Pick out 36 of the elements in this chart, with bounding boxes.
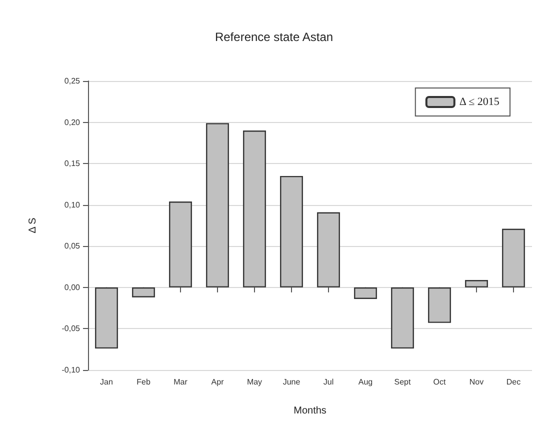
y-tick-label: -0,10 [62, 366, 81, 374]
x-tick-label: Sept [394, 378, 412, 386]
x-tick-label: Nov [469, 378, 484, 386]
bar [243, 130, 266, 288]
bar [95, 287, 118, 349]
bar [391, 287, 414, 349]
y-tick-label: -0,05 [62, 324, 81, 334]
bar [465, 280, 488, 288]
x-tick-label: Aug [358, 378, 373, 386]
bar [169, 202, 192, 288]
legend-label: Δ ≤ 2015 [459, 96, 500, 108]
bar [354, 287, 377, 299]
x-tick-label: Oct [433, 378, 446, 386]
x-tick-label: Mar [174, 378, 188, 386]
bar [206, 123, 229, 288]
x-tick-label: Feb [136, 378, 151, 386]
x-tick-label: June [282, 378, 301, 386]
y-tick-label: 0,10 [64, 200, 81, 210]
chart-title: Reference state Astan [214, 30, 334, 44]
bar [317, 212, 340, 288]
x-axis-title: Months [294, 406, 326, 416]
x-tick-label: Jul [323, 378, 334, 386]
y-tick-label: 0,15 [64, 159, 81, 168]
bar [428, 287, 451, 323]
y-tick-label: 0,20 [64, 118, 81, 127]
x-tick-label: Apr [211, 378, 224, 386]
bar [502, 228, 525, 288]
bar [132, 287, 155, 298]
x-tick-label: Dec [506, 378, 521, 386]
x-tick-label: May [246, 378, 262, 386]
bar [280, 176, 303, 288]
x-tick-label: Jan [100, 378, 113, 386]
y-tick-label: 0,25 [64, 76, 81, 86]
y-tick-label: 0,00 [64, 282, 81, 292]
y-axis-title: Δ S [28, 217, 38, 234]
y-tick-label: 0,05 [64, 242, 81, 251]
